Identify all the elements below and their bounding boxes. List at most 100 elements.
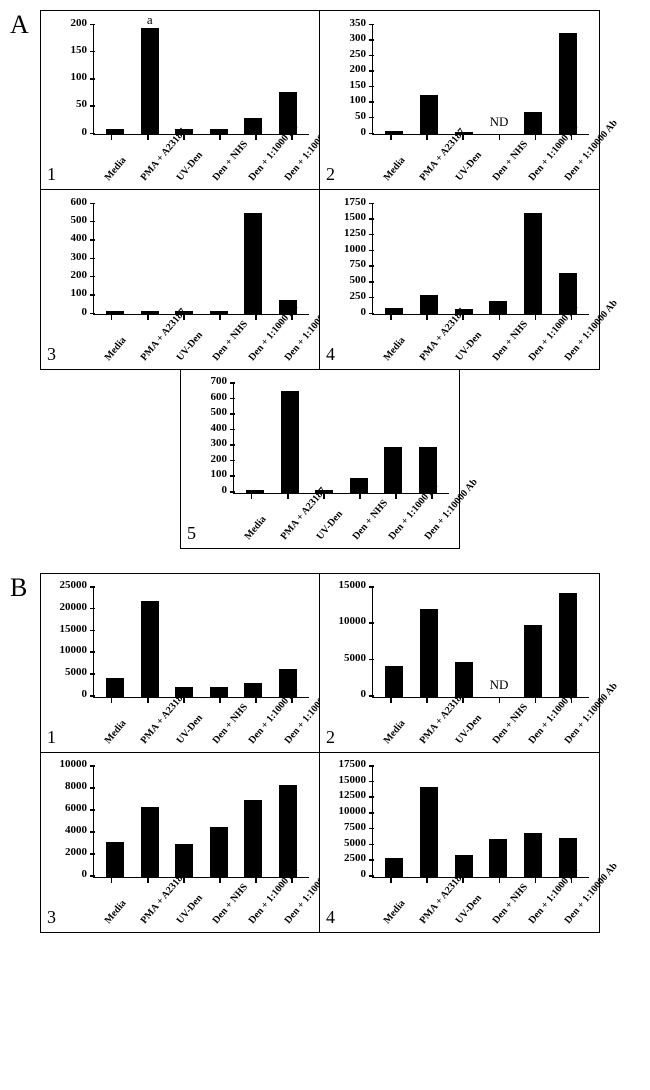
chart-panel: 025005000750010000125001500017500MediaPM…: [320, 753, 600, 933]
ytick-label: 100: [71, 287, 88, 299]
ytick-label: 700: [211, 375, 228, 387]
ytick-label: 0: [361, 306, 367, 318]
bar: a: [141, 28, 159, 134]
ytick-label: 10000: [339, 805, 367, 817]
ytick-label: 200: [71, 269, 88, 281]
xlabel: UV-Den: [175, 892, 205, 925]
ytick-label: 5000: [65, 666, 87, 678]
xlabel: Den + NHS: [490, 319, 530, 363]
xlabel: UV-Den: [454, 330, 484, 363]
bar: [350, 478, 368, 493]
ytick-label: 0: [361, 126, 367, 138]
bar: [489, 301, 507, 314]
chart-area: 025005000750010000125001500017500: [372, 767, 589, 878]
xlabels: MediaPMA + A23187UV-DenDen + NHSDen + 1:…: [93, 135, 309, 183]
bar: [141, 311, 159, 314]
chart-panel: 0200040006000800010000MediaPMA + A23187U…: [40, 753, 320, 933]
bar: [141, 807, 159, 876]
section-A: RANTES (pg/ml)050100150200aMediaPMA + A2…: [40, 10, 640, 549]
bar: [559, 33, 577, 134]
ytick-label: 300: [211, 437, 228, 449]
ytick-label: 12500: [339, 789, 367, 801]
ytick-label: 0: [82, 688, 88, 700]
bar: [244, 800, 262, 877]
ytick-label: 5000: [344, 837, 366, 849]
ytick-label: 500: [71, 214, 88, 226]
bars-container: [94, 204, 309, 314]
ytick-label: 50: [76, 98, 87, 110]
bar: [106, 311, 124, 314]
chart-panel: 02505007501000125015001750MediaPMA + A23…: [320, 190, 600, 370]
bar: [420, 95, 438, 134]
bar: [141, 601, 159, 697]
ytick-label: 8000: [65, 780, 87, 792]
panel-number: 2: [326, 727, 335, 748]
ytick-label: 0: [82, 868, 88, 880]
nd-label: ND: [490, 677, 509, 693]
ytick-label: 1500: [344, 211, 366, 223]
ytick-label: 250: [350, 48, 367, 60]
ytick-label: 600: [211, 391, 228, 403]
xlabel: Media: [103, 718, 129, 746]
ytick-label: 10000: [60, 758, 88, 770]
bar: [244, 118, 262, 134]
bar: [385, 308, 403, 314]
xlabel: Den + NHS: [490, 139, 530, 183]
bar: [385, 666, 403, 697]
ytick-label: 0: [82, 126, 88, 138]
bar: [281, 391, 299, 492]
bar: [210, 827, 228, 877]
chart-area: 0100200300400500600700: [233, 384, 449, 494]
chart-panel: 050001000015000NDMediaPMA + A23187UV-Den…: [320, 573, 600, 753]
panel-number: 5: [187, 523, 196, 544]
bars-container: [234, 384, 449, 493]
xlabel: Media: [382, 898, 408, 926]
bar: [210, 311, 228, 314]
xlabel: UV-Den: [175, 330, 205, 363]
ytick-label: 15000: [60, 623, 88, 635]
panel-number: 4: [326, 344, 335, 365]
xlabel: UV-Den: [175, 712, 205, 745]
xlabels: MediaPMA + A23187UV-DenDen + NHSDen + 1:…: [372, 878, 589, 926]
panel-number: 1: [47, 727, 56, 748]
bar: [106, 842, 124, 876]
xlabels: MediaPMA + A23187UV-DenDen + NHSDen + 1:…: [372, 315, 589, 363]
ytick-label: 500: [350, 274, 367, 286]
bar: [210, 129, 228, 134]
ytick-label: 100: [71, 71, 88, 83]
chart-area: 050100150200a: [93, 25, 309, 135]
chart-panel: 050100150200aMediaPMA + A23187UV-DenDen …: [40, 10, 320, 190]
xlabel: Media: [382, 335, 408, 363]
xlabel: Den + NHS: [211, 139, 251, 183]
bar: [559, 593, 577, 696]
bars-container: [373, 767, 589, 877]
bar: [385, 858, 403, 877]
ytick-label: 1750: [344, 196, 366, 208]
xlabels: MediaPMA + A23187UV-DenDen + NHSDen + 1:…: [372, 698, 589, 746]
panel-row-extra: 0100200300400500600700MediaPMA + A23187U…: [40, 369, 600, 549]
bars-container: [94, 767, 309, 877]
xlabels: MediaPMA + A23187UV-DenDen + NHSDen + 1:…: [93, 315, 309, 363]
panel-grid: 0500010000150002000025000 MediaPMA + A231…: [40, 573, 600, 933]
chart-area: 0100200300400500600: [93, 204, 309, 315]
chart-area: 0500010000150002000025000: [93, 588, 309, 698]
xlabel: Media: [103, 335, 129, 363]
bar: [385, 131, 403, 134]
xlabel: Den + NHS: [211, 881, 251, 925]
bar: [420, 295, 438, 314]
xlabel: Media: [382, 155, 408, 183]
ytick-label: 1250: [344, 227, 366, 239]
bar: [524, 833, 542, 877]
bars-container: [94, 588, 309, 697]
xlabel: UV-Den: [454, 892, 484, 925]
section-B: MIP-1β (pg/ml)0500010000150002000025000M…: [40, 573, 640, 933]
bar: [106, 678, 124, 696]
bars-container: [373, 25, 589, 134]
ytick-label: 0: [361, 688, 367, 700]
chart-panel: 050100150200250300350NDMediaPMA + A23187…: [320, 10, 600, 190]
chart-area: 02505007501000125015001750: [372, 204, 589, 315]
ytick-label: 50: [355, 110, 366, 122]
ytick-label: 15000: [339, 579, 367, 591]
panel-number: 2: [326, 164, 335, 185]
ytick-label: 200: [211, 453, 228, 465]
